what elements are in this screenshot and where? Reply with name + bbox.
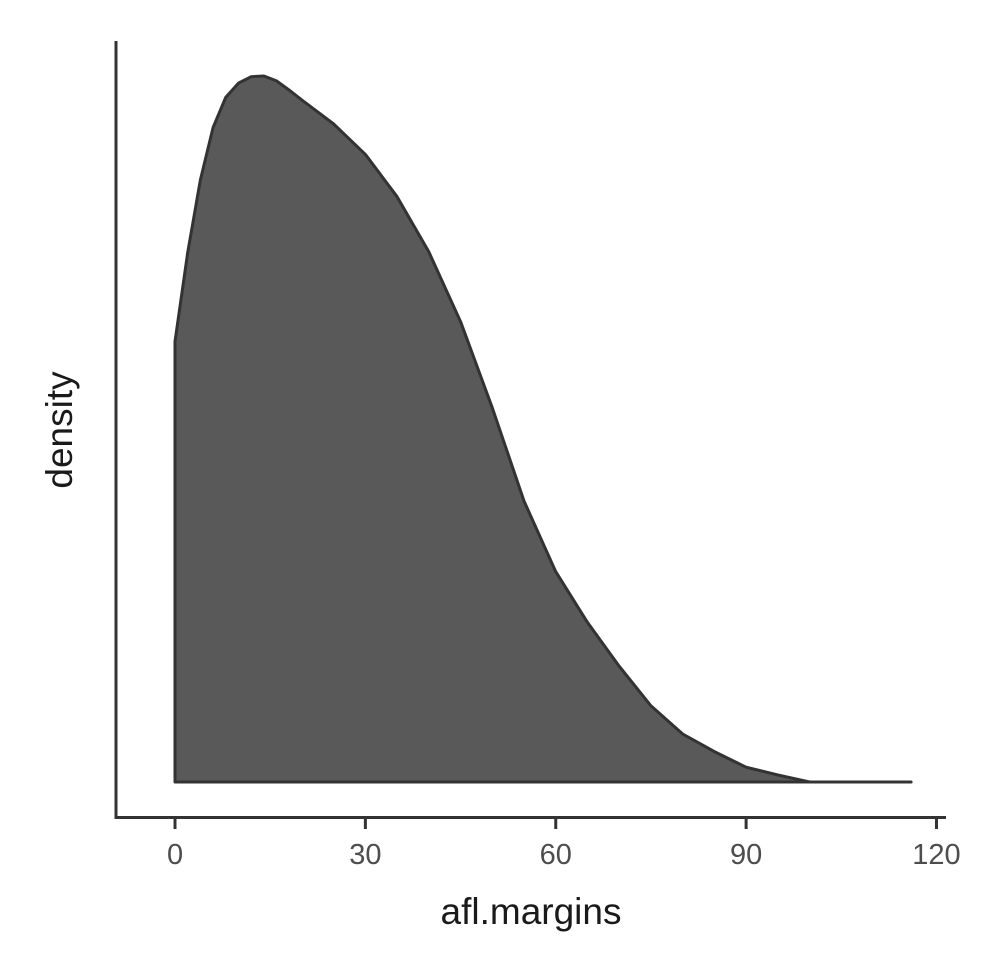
x-tick-label-60: 60 — [540, 839, 572, 871]
x-axis-title: afl.margins — [441, 891, 622, 932]
x-tick-label-0: 0 — [167, 839, 183, 871]
plot-area — [173, 74, 913, 784]
density-area — [173, 74, 913, 784]
x-tick-label-120: 120 — [912, 839, 960, 871]
x-tick-label-30: 30 — [349, 839, 381, 871]
y-axis-title: density — [39, 371, 80, 489]
x-tick-label-90: 90 — [730, 839, 762, 871]
x-axis-ticks: 0 30 60 90 120 — [167, 818, 961, 871]
